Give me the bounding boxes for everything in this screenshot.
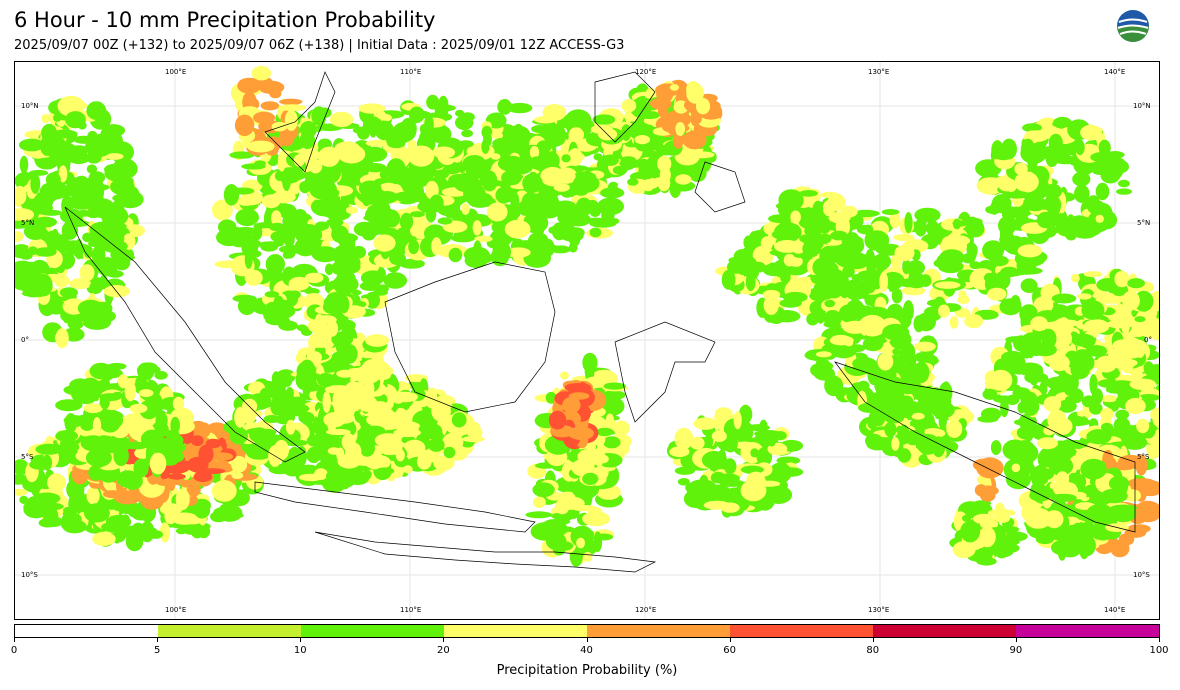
colorbar-tick [1015, 638, 1017, 642]
colorbar-tick-label: 40 [580, 645, 593, 656]
colorbar-segment [873, 625, 1016, 637]
lon-label-bottom-130: 130°E [868, 606, 890, 614]
colorbar-tick [586, 638, 588, 642]
lat-label-right-10n: 10°N [1133, 102, 1151, 110]
colorbar-tick-label: 5 [153, 645, 161, 656]
lon-label-bottom-100: 100°E [165, 606, 187, 614]
map-subtitle: 2025/09/07 00Z (+132) to 2025/09/07 06Z … [14, 38, 625, 53]
lon-label-top-110: 110°E [400, 68, 422, 76]
colorbar-tick-label: 100 [1149, 645, 1169, 656]
colorbar-segment [15, 625, 158, 637]
lat-label-left-10s: 10°S [21, 571, 38, 579]
colorbar-tick [729, 638, 731, 642]
lat-label-left-5s: 5°S [21, 453, 34, 461]
lat-label-right-10s: 10°S [1133, 571, 1150, 579]
lon-label-bottom-110: 110°E [400, 606, 422, 614]
colorbar-segment [730, 625, 873, 637]
colorbar-segment [444, 625, 587, 637]
bmkg-logo [1113, 9, 1153, 55]
colorbar-segment [1016, 625, 1159, 637]
colorbar-tick [872, 638, 874, 642]
lon-label-top-130: 130°E [868, 68, 890, 76]
colorbar-tick-label: 0 [10, 645, 18, 656]
colorbar-tick [1159, 638, 1160, 642]
colorbar-segment [158, 625, 301, 637]
colorbar-tick-label: 10 [293, 645, 307, 656]
colorbar-segment [587, 625, 730, 637]
precipitation-field [15, 62, 1159, 619]
colorbar-tick-label: 20 [437, 645, 450, 656]
lon-label-top-120: 120°E [635, 68, 657, 76]
colorbar [14, 624, 1160, 638]
lat-label-left-10n: 10°N [21, 102, 39, 110]
colorbar-tick [300, 638, 302, 642]
colorbar-tick [14, 638, 15, 642]
colorbar-tick [157, 638, 159, 642]
map-title: 6 Hour - 10 mm Precipitation Probability [14, 8, 436, 32]
colorbar-label: Precipitation Probability (%) [496, 663, 678, 678]
colorbar-tick-label: 80 [866, 645, 880, 656]
lon-label-top-100: 100°E [165, 68, 187, 76]
lat-label-left-0: 0° [21, 336, 29, 344]
colorbar-tick [443, 638, 445, 642]
lon-label-top-140: 140°E [1104, 68, 1126, 76]
precipitation-map: 100°E 110°E 120°E 130°E 140°E 100°E 110°… [14, 61, 1160, 620]
lon-label-bottom-140: 140°E [1104, 606, 1126, 614]
lat-label-right-5s: 5°S [1137, 453, 1150, 461]
lat-label-right-0: 0° [1144, 336, 1152, 344]
colorbar-tick-label: 90 [1009, 645, 1023, 656]
lon-label-bottom-120: 120°E [635, 606, 657, 614]
colorbar-tick-label: 60 [723, 645, 736, 656]
colorbar-segment [301, 625, 444, 637]
lat-label-right-5n: 5°N [1137, 219, 1151, 227]
lat-label-left-5n: 5°N [21, 219, 35, 227]
